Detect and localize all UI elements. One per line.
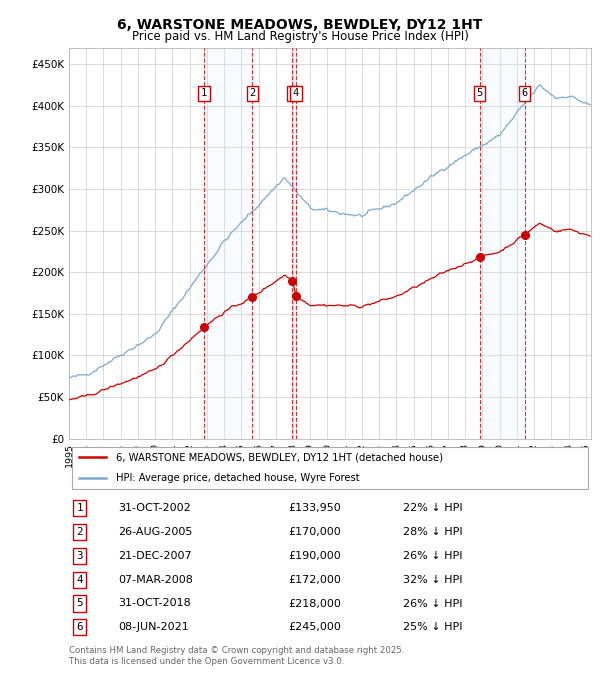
- Text: £218,000: £218,000: [288, 598, 341, 609]
- Text: £170,000: £170,000: [288, 527, 341, 537]
- Text: 6: 6: [521, 88, 527, 99]
- Text: 26% ↓ HPI: 26% ↓ HPI: [403, 551, 463, 561]
- Text: 26% ↓ HPI: 26% ↓ HPI: [403, 598, 463, 609]
- Text: 6, WARSTONE MEADOWS, BEWDLEY, DY12 1HT (detached house): 6, WARSTONE MEADOWS, BEWDLEY, DY12 1HT (…: [116, 452, 443, 462]
- Text: 28% ↓ HPI: 28% ↓ HPI: [403, 527, 463, 537]
- Text: Price paid vs. HM Land Registry's House Price Index (HPI): Price paid vs. HM Land Registry's House …: [131, 30, 469, 43]
- Text: 1: 1: [76, 503, 83, 513]
- Text: 5: 5: [476, 88, 482, 99]
- Text: 1: 1: [201, 88, 207, 99]
- Text: 26-AUG-2005: 26-AUG-2005: [119, 527, 193, 537]
- Text: £245,000: £245,000: [288, 622, 341, 632]
- Text: £172,000: £172,000: [288, 575, 341, 585]
- Text: 4: 4: [76, 575, 83, 585]
- Bar: [292, 48, 296, 439]
- Text: £190,000: £190,000: [288, 551, 341, 561]
- Text: 6, WARSTONE MEADOWS, BEWDLEY, DY12 1HT: 6, WARSTONE MEADOWS, BEWDLEY, DY12 1HT: [118, 18, 482, 32]
- Text: 21-DEC-2007: 21-DEC-2007: [119, 551, 192, 561]
- Text: 07-MAR-2008: 07-MAR-2008: [119, 575, 193, 585]
- Text: 2: 2: [76, 527, 83, 537]
- Text: 4: 4: [293, 88, 299, 99]
- Text: £133,950: £133,950: [288, 503, 341, 513]
- Text: 3: 3: [289, 88, 296, 99]
- Text: 6: 6: [76, 622, 83, 632]
- Text: This data is licensed under the Open Government Licence v3.0.: This data is licensed under the Open Gov…: [69, 657, 344, 666]
- Bar: [479, 48, 524, 439]
- Text: HPI: Average price, detached house, Wyre Forest: HPI: Average price, detached house, Wyre…: [116, 473, 359, 483]
- Bar: [204, 48, 253, 439]
- Text: 3: 3: [76, 551, 83, 561]
- Text: 31-OCT-2002: 31-OCT-2002: [119, 503, 191, 513]
- FancyBboxPatch shape: [71, 447, 589, 489]
- Text: 31-OCT-2018: 31-OCT-2018: [119, 598, 191, 609]
- Text: 5: 5: [76, 598, 83, 609]
- Text: 2: 2: [250, 88, 256, 99]
- Text: Contains HM Land Registry data © Crown copyright and database right 2025.: Contains HM Land Registry data © Crown c…: [69, 646, 404, 655]
- Text: 32% ↓ HPI: 32% ↓ HPI: [403, 575, 463, 585]
- Text: 08-JUN-2021: 08-JUN-2021: [119, 622, 190, 632]
- Text: 22% ↓ HPI: 22% ↓ HPI: [403, 503, 463, 513]
- Text: 25% ↓ HPI: 25% ↓ HPI: [403, 622, 463, 632]
